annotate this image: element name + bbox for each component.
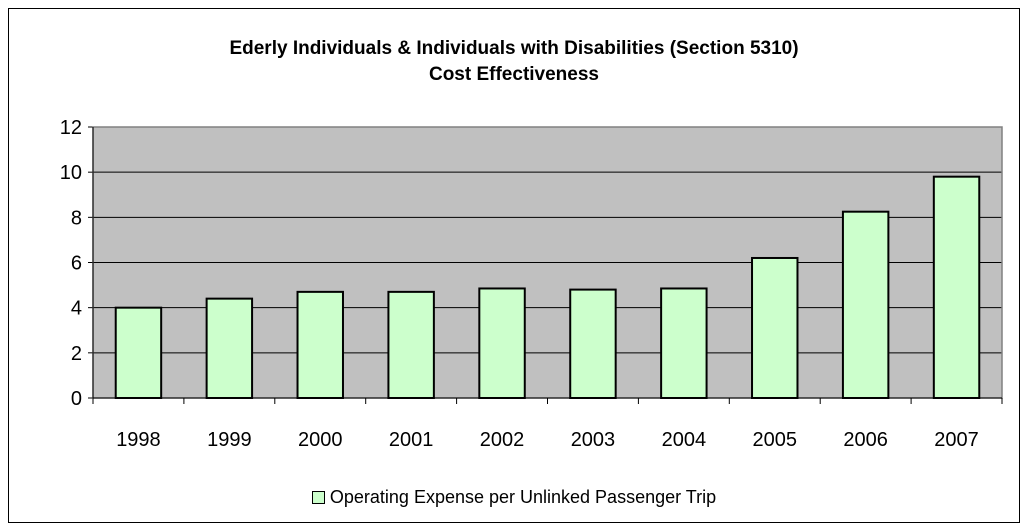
- legend-swatch: [311, 491, 325, 504]
- bar-2000: [296, 290, 344, 400]
- bar-2005: [751, 256, 799, 399]
- bar-2003: [569, 288, 617, 400]
- y-tick-label: 4: [71, 298, 82, 320]
- bar-1998: [114, 306, 163, 399]
- x-tick-label: 2004: [662, 429, 707, 451]
- chart-title: Ederly Individuals & Individuals with Di…: [229, 38, 799, 59]
- y-tick-label: 12: [60, 117, 82, 139]
- bar-2006: [841, 210, 890, 399]
- y-tick-label: 8: [71, 207, 82, 229]
- x-tick-label: 2000: [298, 429, 343, 451]
- x-tick-label: 2001: [389, 429, 434, 451]
- x-tick-label: 2002: [480, 429, 525, 451]
- bar-2007: [932, 175, 981, 399]
- bar-2002: [478, 287, 526, 399]
- y-tick-label: 2: [71, 343, 82, 365]
- y-tick-label: 0: [71, 388, 82, 410]
- x-tick-label: 2006: [843, 429, 888, 451]
- chart-subtitle: Cost Effectiveness: [428, 64, 599, 85]
- legend-label: Operating Expense per Unlinked Passenger…: [329, 487, 717, 507]
- bar-1999: [205, 297, 254, 399]
- bar-2004: [660, 287, 708, 399]
- bar-2001: [387, 290, 435, 400]
- x-tick-label: 1999: [207, 429, 252, 451]
- x-tick-label: 2007: [934, 429, 979, 451]
- y-tick-label: 6: [71, 253, 82, 275]
- x-tick-label: 2005: [753, 429, 798, 451]
- legend: Operating Expense per Unlinked Passenger…: [0, 487, 1028, 508]
- x-tick-label: 2003: [571, 429, 616, 451]
- x-tick-label: 1998: [116, 429, 161, 451]
- y-tick-label: 10: [60, 162, 82, 184]
